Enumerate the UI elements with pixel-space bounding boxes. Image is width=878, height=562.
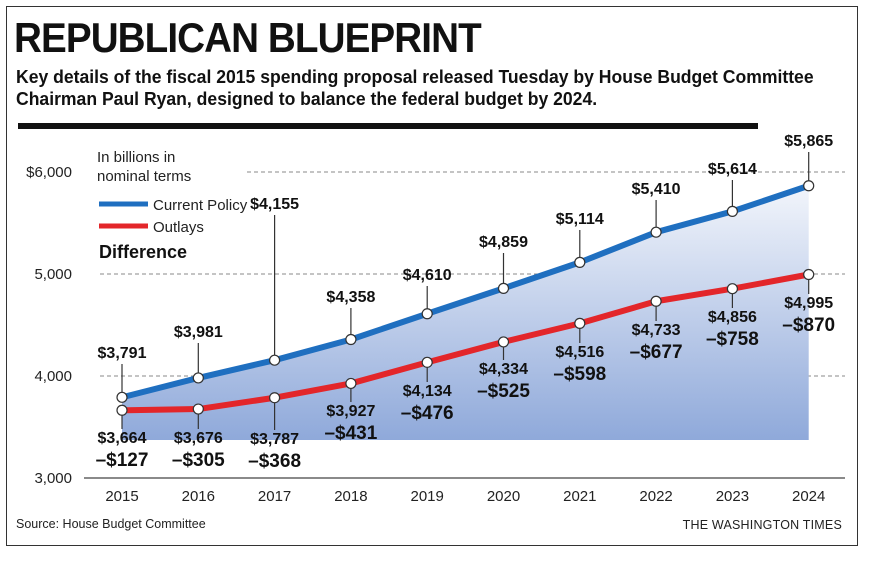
label-outlays: $4,334 xyxy=(479,361,528,378)
data-labels: $3,791 $3,981 $4,155 $4,358 $4,610 $4,859 $5,1… xyxy=(96,133,836,472)
difference-area xyxy=(122,185,809,440)
label-current-policy: $3,981 xyxy=(174,324,223,341)
point-outlays xyxy=(803,268,815,281)
point-outlays xyxy=(116,404,128,416)
label-difference: –$598 xyxy=(553,364,606,385)
label-outlays: $4,856 xyxy=(708,309,757,326)
legend-label-current-policy: Current Policy xyxy=(153,197,248,214)
y-tick-label: 4,000 xyxy=(34,368,72,385)
label-outlays: $3,787 xyxy=(250,431,299,448)
point-current-policy xyxy=(116,391,128,403)
label-current-policy: $5,114 xyxy=(556,211,604,228)
point-current-policy xyxy=(803,180,815,192)
label-difference: –$127 xyxy=(96,450,149,471)
label-outlays: $4,516 xyxy=(555,344,604,361)
x-tick-label: 2018 xyxy=(334,488,367,505)
label-current-policy: $5,865 xyxy=(784,133,833,150)
series-line-outlays xyxy=(121,271,810,414)
series-line-current-policy xyxy=(121,182,810,401)
x-tick-label: 2019 xyxy=(411,488,444,505)
label-difference: –$677 xyxy=(630,342,683,363)
series-lines xyxy=(121,182,810,414)
x-tick-label: 2022 xyxy=(639,488,672,505)
label-outlays: $4,733 xyxy=(632,322,681,339)
label-difference: –$368 xyxy=(248,451,301,472)
label-outlays: $4,134 xyxy=(403,383,452,400)
label-outlays: $3,927 xyxy=(326,403,375,420)
point-outlays xyxy=(192,403,204,415)
x-tick-label: 2021 xyxy=(563,488,596,505)
label-difference: –$525 xyxy=(477,381,530,402)
legend-difference-title: Difference xyxy=(99,242,187,262)
y-axis: 3,000 4,000 5,000 $6,000 xyxy=(26,164,72,487)
label-difference: –$758 xyxy=(706,329,759,350)
x-tick-label: 2024 xyxy=(792,488,825,505)
label-outlays: $4,995 xyxy=(784,295,833,312)
label-difference: –$870 xyxy=(782,315,835,336)
label-difference: –$476 xyxy=(401,403,454,424)
point-outlays xyxy=(650,295,662,307)
label-current-policy: $4,155 xyxy=(250,196,299,213)
legend: In billions in nominal terms Current Pol… xyxy=(97,149,248,262)
label-outlays: $3,676 xyxy=(174,430,223,447)
chart-subtitle: Key details of the fiscal 2015 spending … xyxy=(16,66,814,109)
point-outlays xyxy=(497,336,510,348)
y-tick-label: 3,000 xyxy=(34,470,72,487)
chart-title: REPUBLICAN BLUEPRINT xyxy=(14,14,482,61)
point-outlays xyxy=(345,377,357,390)
label-difference: –$431 xyxy=(324,423,377,444)
point-current-policy xyxy=(726,205,739,217)
label-current-policy: $5,614 xyxy=(708,161,757,178)
point-outlays xyxy=(726,283,739,295)
y-tick-label: $6,000 xyxy=(26,164,72,181)
point-outlays xyxy=(574,317,586,329)
label-current-policy: $3,791 xyxy=(98,345,147,362)
unit-note-line-1: In billions in xyxy=(97,149,175,166)
point-outlays xyxy=(421,356,433,368)
unit-note-line-2: nominal terms xyxy=(97,168,191,185)
point-outlays xyxy=(269,392,281,404)
y-tick-label: 5,000 xyxy=(34,266,72,283)
label-difference: –$305 xyxy=(172,450,225,471)
publisher-credit: THE WASHINGTON TIMES xyxy=(682,518,842,532)
label-current-policy: $4,859 xyxy=(479,234,528,251)
label-current-policy: $4,610 xyxy=(403,267,452,284)
point-current-policy xyxy=(345,333,357,346)
point-current-policy xyxy=(421,308,433,320)
series-points xyxy=(116,180,815,416)
point-current-policy xyxy=(574,256,586,268)
x-tick-label: 2015 xyxy=(105,488,138,505)
point-current-policy xyxy=(269,354,281,366)
legend-label-outlays: Outlays xyxy=(153,219,204,236)
x-tick-label: 2023 xyxy=(716,488,749,505)
point-current-policy xyxy=(192,372,204,384)
label-current-policy: $4,358 xyxy=(326,289,375,306)
label-outlays: $3,664 xyxy=(98,430,147,447)
title-rule xyxy=(18,123,758,129)
x-tick-label: 2016 xyxy=(182,488,215,505)
label-current-policy: $5,410 xyxy=(632,181,681,198)
point-current-policy xyxy=(650,226,662,238)
x-tick-label: 2020 xyxy=(487,488,520,505)
label-leaders xyxy=(121,152,810,430)
point-current-policy xyxy=(497,282,510,294)
x-tick-label: 2017 xyxy=(258,488,291,505)
x-axis: 2015 2016 2017 2018 2019 2020 2021 2022 2023 2024 xyxy=(84,477,845,505)
source-note: Source: House Budget Committee xyxy=(16,517,206,531)
